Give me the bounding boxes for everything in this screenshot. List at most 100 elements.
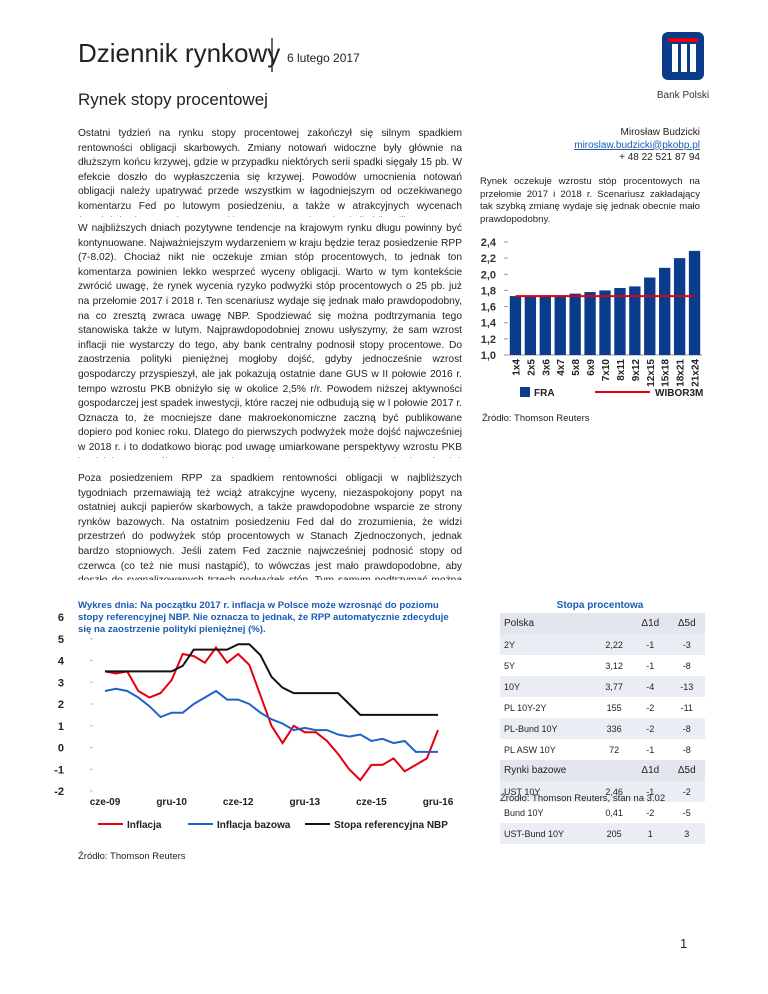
y-tick-label: 3 xyxy=(58,677,64,689)
value-cell: -2 xyxy=(646,807,655,818)
line-series xyxy=(104,687,438,753)
y-tick-label: -2 xyxy=(54,786,64,798)
value-cell: 205 xyxy=(596,823,633,844)
bar xyxy=(539,295,551,355)
header-cell: Δ1d xyxy=(632,613,669,634)
value-cell: -8 xyxy=(682,744,691,755)
x-tick-label: 8x11 xyxy=(616,359,627,381)
value-cell: 2,22 xyxy=(596,634,633,655)
bar xyxy=(554,295,566,355)
value-cell: -13 xyxy=(668,676,705,697)
legend-label: Inflacja bazowa xyxy=(217,820,291,831)
x-tick-label: 7x10 xyxy=(601,359,612,382)
line-series xyxy=(104,645,439,782)
x-tick-label: cze-12 xyxy=(223,797,254,808)
table-header-row: Rynki bazowe Δ1d Δ5d xyxy=(500,760,705,781)
y-tick-label: 1 xyxy=(58,721,64,733)
value-cell: -8 xyxy=(682,660,691,671)
bar xyxy=(673,258,686,355)
y-tick-label: 4 xyxy=(58,656,65,668)
x-tick-label: 9x12 xyxy=(631,359,642,382)
header-cell: Δ1d xyxy=(632,760,669,781)
y-tick-label: 2,0 xyxy=(481,269,496,281)
legend-label: WIBOR3M xyxy=(655,388,703,399)
label-cell: PL ASW 10Y xyxy=(504,744,556,755)
side-note: Rynek oczekuje wzrostu stóp procentowych… xyxy=(480,176,700,225)
value-cell: -11 xyxy=(680,702,693,713)
value-cell: 1 xyxy=(632,823,669,844)
legend-swatch xyxy=(520,387,530,397)
value-cell: -1 xyxy=(646,744,655,755)
legend-label: Inflacja xyxy=(127,820,162,831)
x-tick-label: 5x8 xyxy=(571,359,582,376)
x-tick-label: 15x18 xyxy=(661,359,672,387)
label-cell: 10Y xyxy=(500,676,597,697)
x-tick-label: gru-10 xyxy=(156,797,187,808)
value-cell: -5 xyxy=(682,807,691,818)
author-phone: + 48 22 521 87 94 xyxy=(619,152,700,163)
paragraph: W najbliższych dniach pozytywne tendencj… xyxy=(78,223,462,458)
charts: 1,0 1,2 1,4 1,6 1,8 2,0 2,2 2,4 1x4 2x5 3x6 4x7 5x8 6… xyxy=(54,237,703,831)
x-tick-label: 21x24 xyxy=(691,359,702,387)
rates-table: Polska Δ1d Δ5d 2Y 2,22 -1 -3 5Y 3,12 -1 -8 10Y 3,77-… xyxy=(500,613,705,844)
table-row: Bund 10Y 0,41 -2 -5 xyxy=(500,802,705,823)
header-cell: Δ5d xyxy=(668,613,705,634)
table-row: UST-Bund 10Y 205 1 3 xyxy=(500,823,705,844)
section-title: Rynek stopy procentowej xyxy=(78,90,268,109)
author-email[interactable]: miroslaw.budzicki@pkobp.pl xyxy=(574,139,700,151)
value-cell: -1 xyxy=(646,660,655,671)
table-row: PL 10Y-2Y 155 -2 -11 xyxy=(500,697,705,718)
report-date: 6 lutego 2017 xyxy=(287,51,360,65)
value-cell: -8 xyxy=(668,718,705,739)
value-cell: -1 xyxy=(632,634,669,655)
legend-label: FRA xyxy=(534,388,555,399)
bar xyxy=(584,292,596,355)
bar xyxy=(599,290,611,355)
table-title: Stopa procentowa xyxy=(556,600,644,611)
paragraph: Ostatni tydzień na rynku stopy procentow… xyxy=(78,128,462,217)
label-cell: PL 10Y-2Y xyxy=(504,702,547,713)
value-cell: -1 xyxy=(632,781,669,802)
value-cell: -2 xyxy=(632,718,669,739)
value-cell: -3 xyxy=(668,634,705,655)
value-cell: 3,77 xyxy=(596,676,633,697)
x-tick-label: 2x5 xyxy=(526,359,537,376)
header-cell: Δ5d xyxy=(668,760,705,781)
report-title: Dziennik rynkowy xyxy=(78,38,281,68)
label-cell: 2Y xyxy=(500,634,597,655)
table-source: Źródło: Thomson Reuters, stan na 3.02 xyxy=(500,793,666,804)
value-cell: 0,41 xyxy=(605,807,623,818)
label-cell: UST-Bund 10Y xyxy=(500,823,597,844)
value-cell: -2 xyxy=(668,781,705,802)
value-cell: -2 xyxy=(646,702,655,713)
paragraph: Poza posiedzeniem RPP za spadkiem rentow… xyxy=(78,473,462,580)
table-row: PL ASW 10Y 72 -1 -8 xyxy=(500,739,705,760)
label-cell: Bund 10Y xyxy=(504,807,544,818)
x-tick-label: 12x15 xyxy=(646,359,657,387)
x-tick-label: 1x4 xyxy=(511,359,522,376)
page-number: 1 xyxy=(680,936,688,951)
chart-source: Źródło: Thomson Reuters xyxy=(78,851,186,862)
value-cell: 72 xyxy=(609,744,620,755)
table-row: 2Y 2,22 -1 -3 xyxy=(500,634,705,655)
logo xyxy=(662,32,704,80)
header-cell: Rynki bazowe xyxy=(500,760,633,781)
bar xyxy=(659,267,671,355)
bar xyxy=(569,293,581,355)
value-cell: 336 xyxy=(596,718,633,739)
value-cell: 2,46 xyxy=(596,781,633,802)
y-tick-label: 1,8 xyxy=(481,285,496,297)
y-tick-label: 1,2 xyxy=(481,334,496,346)
y-tick-label: 6 xyxy=(58,612,64,624)
legend-label: Stopa referencyjna NBP xyxy=(334,820,448,831)
table-row: UST 10Y 2,46 -1 -2 xyxy=(500,781,705,802)
x-tick-label: 3x6 xyxy=(541,359,552,376)
x-tick-label: cze-15 xyxy=(356,797,387,808)
table-header-row: Polska Δ1d Δ5d xyxy=(500,613,705,634)
y-tick-label: 1,6 xyxy=(481,302,496,314)
line-series xyxy=(105,643,438,716)
y-tick-label: -1 xyxy=(54,764,64,776)
author-box: Mirosław Budzicki miroslaw.budzicki@pkob… xyxy=(480,127,700,165)
